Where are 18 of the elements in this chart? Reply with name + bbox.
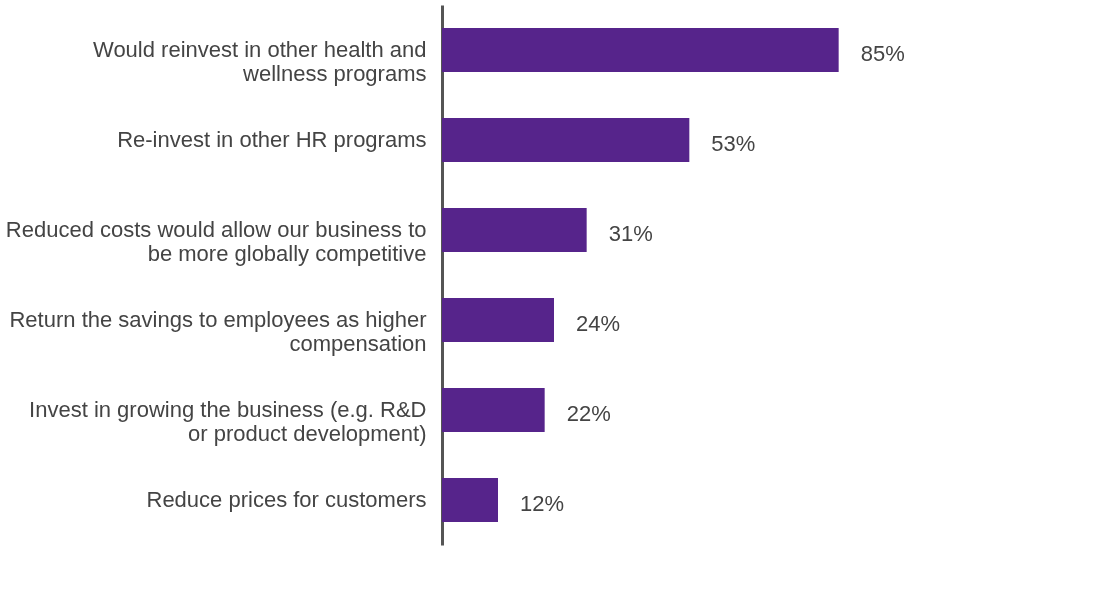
y-tick-label: Invest in growing the business (e.g. R&D or product development): [29, 397, 427, 446]
bar: [442, 388, 545, 432]
y-tick-label: Re-invest in other HR programs: [117, 127, 427, 152]
y-tick-label: Return the savings to employees as higher compensation: [9, 307, 427, 356]
bar: [442, 478, 498, 522]
data-label: 85%: [860, 41, 905, 66]
y-tick-label: Reduced costs would allow our business to be more globally competitive: [5, 217, 427, 266]
y-tick-label: Reduce prices for customers: [146, 487, 427, 512]
data-label: 12%: [520, 491, 565, 516]
data-label: 24%: [576, 311, 621, 336]
bar: [442, 298, 554, 342]
data-label: 31%: [608, 221, 653, 246]
bar: [442, 118, 690, 162]
bar: [442, 28, 839, 72]
bar: [442, 208, 587, 252]
data-label: 22%: [566, 401, 611, 426]
data-label: 53%: [711, 131, 756, 156]
y-tick-label: Would reinvest in other health and wellness programs: [93, 37, 427, 86]
